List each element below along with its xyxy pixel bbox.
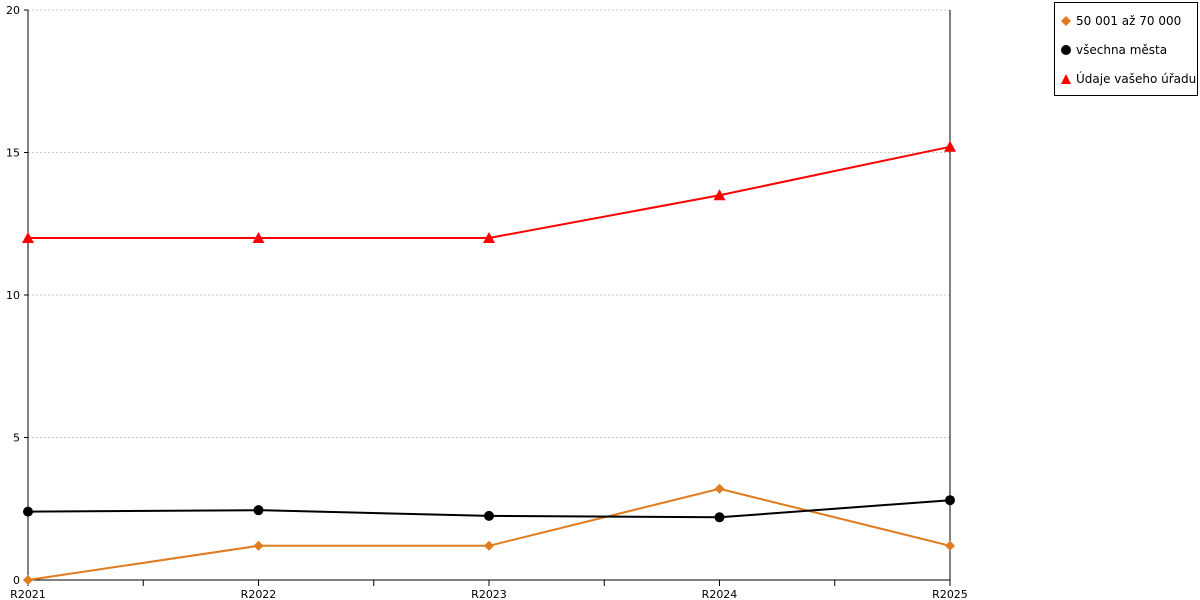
- series-line-3: [28, 145, 951, 239]
- legend-item-series-1: 50 001 až 70 000: [1060, 13, 1181, 29]
- series-line-1: [27, 487, 951, 581]
- x-tick-label: R2023: [471, 588, 507, 600]
- triangle-icon: [1061, 74, 1071, 84]
- y-tick-label: 20: [6, 4, 20, 17]
- y-tick-label: 10: [6, 289, 20, 302]
- legend-item-series-2: všechna města: [1060, 42, 1167, 58]
- legend-label: Údaje vašeho úřadu: [1076, 72, 1197, 86]
- x-tick-label: R2022: [241, 588, 277, 600]
- data-point: [713, 189, 726, 201]
- data-point: [23, 506, 33, 517]
- data-point: [253, 505, 264, 516]
- legend-label: 50 001 až 70 000: [1076, 14, 1182, 28]
- x-tick-label: R2021: [10, 588, 46, 600]
- data-point: [23, 575, 33, 585]
- circle-icon: [1061, 45, 1071, 55]
- y-tick-label: 0: [13, 574, 20, 587]
- data-point: [252, 232, 265, 243]
- data-point: [945, 495, 955, 506]
- tick-labels: 0 5 10 15 20 R2021 R2022 R2023 R2024 R2025: [6, 4, 968, 600]
- data-point: [484, 540, 494, 551]
- data-point: [483, 232, 495, 243]
- diamond-icon: [1061, 16, 1071, 26]
- data-point: [944, 140, 956, 152]
- axes: [24, 9, 951, 586]
- x-tick-label: R2024: [702, 588, 738, 600]
- data-point: [253, 540, 264, 551]
- series: [22, 140, 956, 585]
- y-tick-label: 15: [6, 147, 20, 160]
- legend-item-series-3: Údaje vašeho úřadu: [1060, 71, 1196, 87]
- data-point: [945, 540, 955, 551]
- data-point: [484, 510, 494, 521]
- grid-lines: [28, 9, 950, 438]
- data-point: [22, 232, 34, 243]
- data-point: [714, 483, 725, 494]
- legend-label: všechna města: [1076, 43, 1168, 57]
- data-point: [714, 512, 725, 523]
- y-tick-label: 5: [13, 432, 20, 445]
- chart-legend: 50 001 až 70 000 všechna města Údaje vaš…: [1054, 2, 1198, 96]
- x-tick-label: R2025: [932, 588, 968, 600]
